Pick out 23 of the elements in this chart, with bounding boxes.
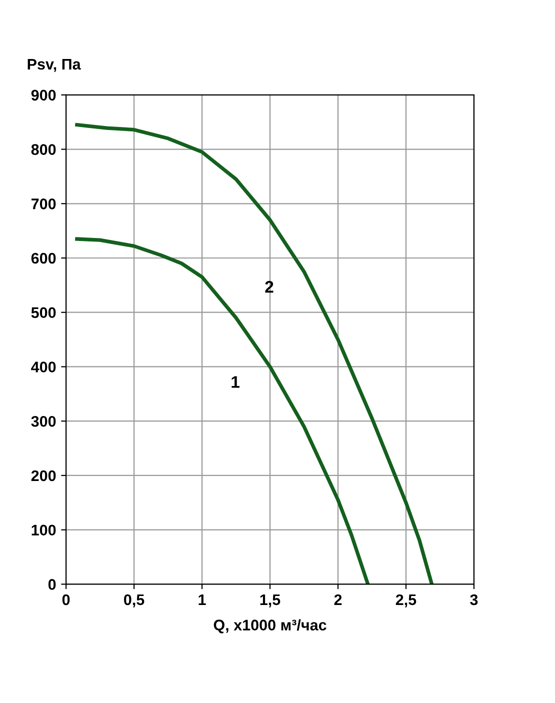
x-tick-label: 0	[62, 594, 70, 606]
x-tick-label: 2	[334, 594, 342, 605]
x-axis-title: Q, x1000 м³/час	[214, 619, 326, 634]
y-tick-label: 700	[31, 198, 56, 210]
series-label: 2	[265, 280, 274, 293]
x-tick-label: 3	[470, 594, 478, 606]
series-label: 1	[232, 376, 240, 388]
y-tick-label: 400	[31, 362, 56, 372]
y-tick-label: 500	[31, 307, 56, 318]
y-tick-label: 300	[31, 416, 56, 427]
y-tick-label: 800	[31, 144, 56, 155]
y-tick-label: 0	[48, 579, 56, 590]
y-tick-label: 900	[31, 90, 56, 101]
y-tick-label: 100	[32, 524, 56, 536]
x-tick-label: 1,5	[260, 594, 280, 608]
x-tick-label: 1	[198, 594, 206, 605]
y-tick-label: 200	[31, 470, 56, 482]
line-series	[75, 123, 434, 584]
line-series	[75, 237, 370, 584]
y-axis-title: Psv, Па	[28, 58, 81, 72]
x-tick-label: 2,5	[396, 594, 416, 608]
x-tick-label: 0,5	[124, 594, 144, 608]
y-tick-label: 600	[31, 252, 56, 264]
